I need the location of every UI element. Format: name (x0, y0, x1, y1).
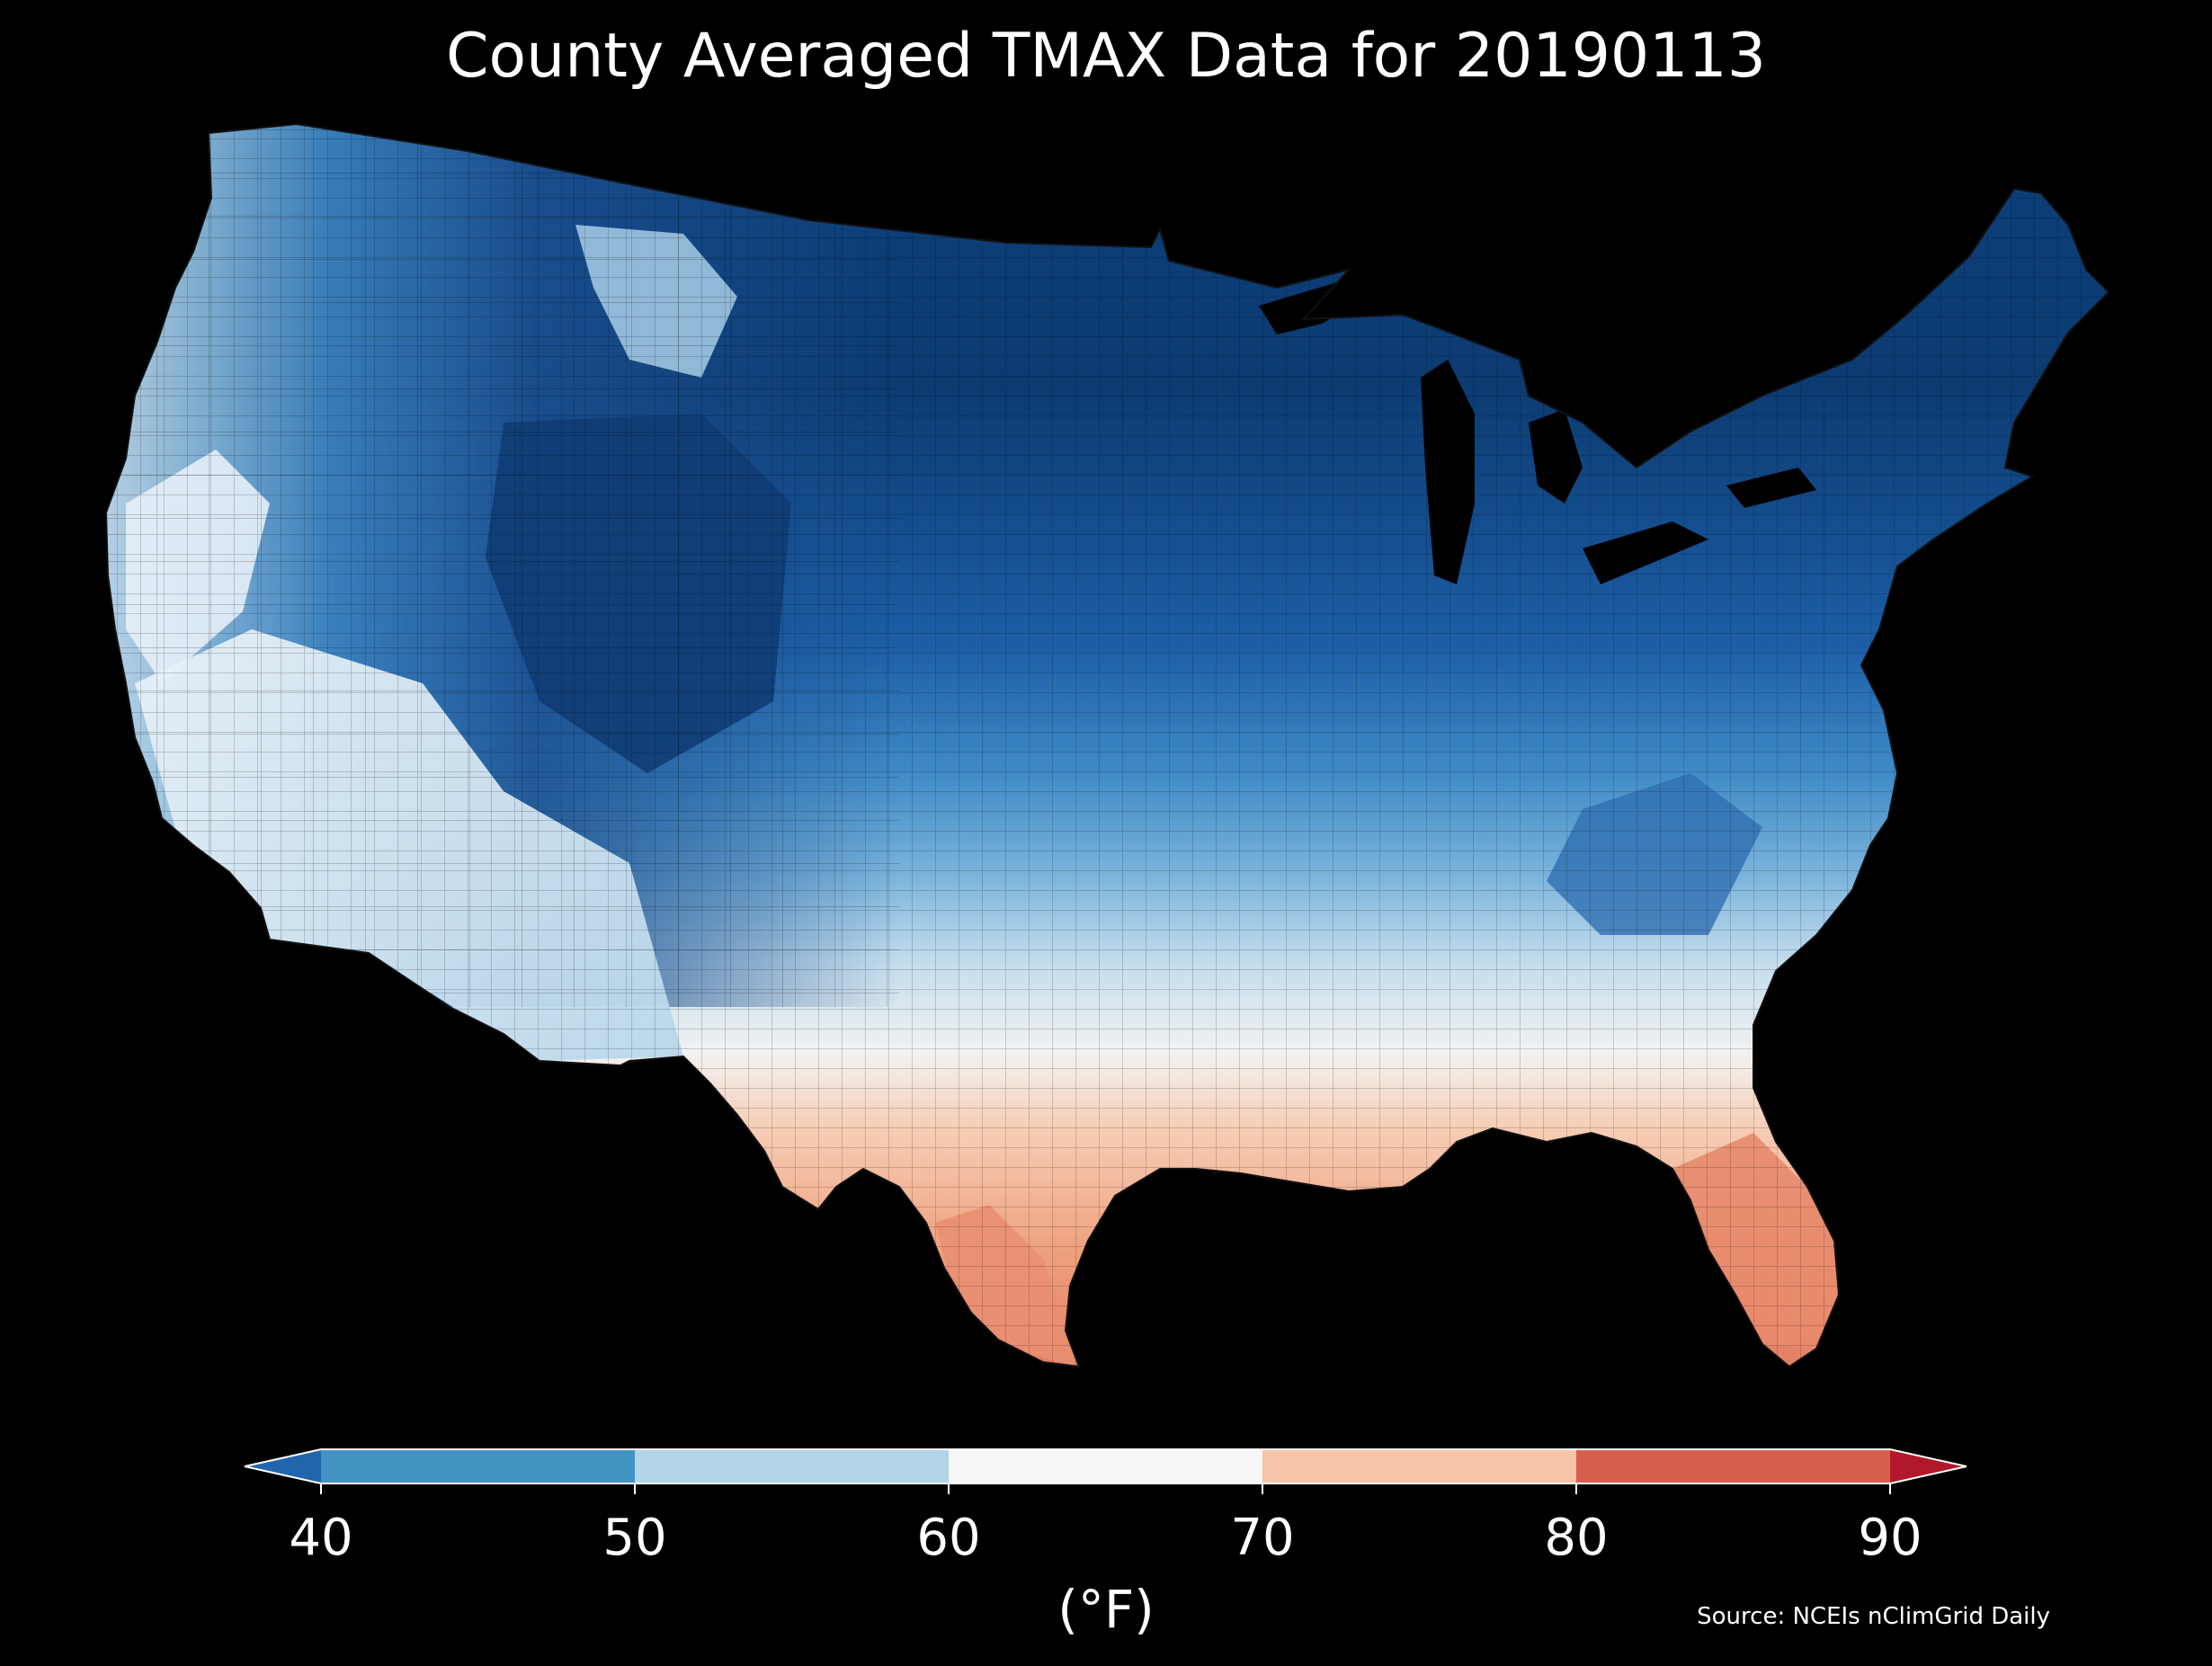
colorbar-tick-label: 70 (1230, 1509, 1295, 1567)
colorbar-tick-label: 90 (1858, 1509, 1922, 1567)
colorbar-bin (949, 1449, 1263, 1483)
lake-michigan (1421, 360, 1475, 584)
colorbar-extend-high (1890, 1449, 1967, 1483)
great-lakes (1259, 279, 1816, 584)
map-title: County Averaged TMAX Data for 20190113 (446, 21, 1766, 92)
colorbar-tick-label: 60 (916, 1509, 981, 1567)
lake-huron (1529, 409, 1583, 503)
colorbar-tick-label: 50 (602, 1509, 667, 1567)
colorbar-bin (1262, 1449, 1577, 1483)
colorbar-bin (1576, 1449, 1891, 1483)
colorbar (244, 1448, 1967, 1494)
colorbar-bin (635, 1449, 950, 1483)
colorbar-bin (321, 1449, 636, 1483)
county-boundaries-west (106, 124, 899, 1007)
colorbar-extend-low (245, 1449, 321, 1483)
lake-ontario (1726, 468, 1816, 508)
lake-erie (1583, 521, 1708, 584)
colorbar-unit-label: (°F) (1057, 1579, 1155, 1640)
colorbar-tick-label: 40 (289, 1509, 353, 1567)
county-choropleth (106, 124, 2109, 1367)
source-note: Source: NCEIs nClimGrid Daily (1697, 1603, 2050, 1630)
colorbar-tick-label: 80 (1544, 1509, 1609, 1567)
